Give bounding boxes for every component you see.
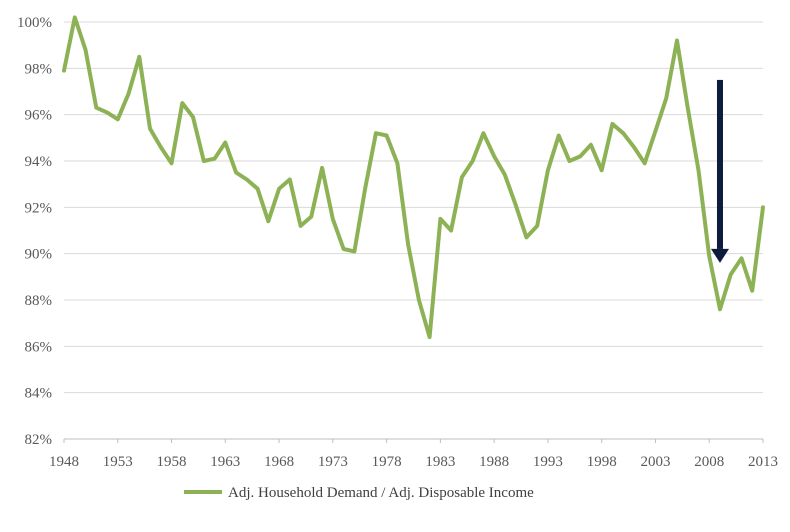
x-tick-label: 1988 — [479, 454, 509, 470]
legend: Adj. Household Demand / Adj. Disposable … — [184, 485, 534, 501]
annotation-arrow — [710, 79, 729, 263]
y-tick-label: 94% — [25, 154, 53, 170]
y-tick-label: 82% — [25, 432, 53, 448]
x-axis-ticks: 1948 1953 1958 1963 1968 1973 1978 1983 1988 1993… — [49, 439, 778, 470]
x-tick-label: 1953 — [103, 454, 133, 470]
y-tick-label: 88% — [25, 293, 53, 309]
y-tick-label: 92% — [25, 200, 53, 216]
x-tick-label: 1978 — [372, 454, 402, 470]
x-tick-label: 1963 — [210, 454, 240, 470]
y-tick-label: 86% — [25, 339, 53, 355]
y-tick-label: 100% — [17, 15, 52, 31]
y-tick-label: 96% — [25, 108, 53, 124]
annotations — [710, 79, 729, 263]
x-tick-label: 2003 — [640, 454, 670, 470]
y-axis-ticks: 82% 84% 86% 88% 90% 92% 94% 96% 98% 100% — [17, 15, 52, 448]
x-tick-label: 1983 — [425, 454, 455, 470]
series-lines — [62, 15, 765, 340]
legend-label: Adj. Household Demand / Adj. Disposable … — [228, 485, 534, 501]
x-tick-label: 1968 — [264, 454, 294, 470]
arrow-head — [710, 248, 729, 263]
x-tick-label: 1993 — [533, 454, 563, 470]
series-line-0 — [62, 15, 765, 340]
x-tick-label: 1998 — [587, 454, 617, 470]
arrow-shaft — [716, 79, 723, 249]
y-tick-label: 90% — [25, 247, 53, 263]
x-tick-label: 1973 — [318, 454, 348, 470]
x-tick-label: 2008 — [694, 454, 724, 470]
gridlines — [64, 21, 763, 440]
x-tick-label: 2013 — [748, 454, 778, 470]
x-tick-label: 1958 — [157, 454, 187, 470]
y-tick-label: 98% — [25, 61, 53, 77]
x-tick-label: 1948 — [49, 454, 79, 470]
y-tick-label: 84% — [25, 386, 53, 402]
